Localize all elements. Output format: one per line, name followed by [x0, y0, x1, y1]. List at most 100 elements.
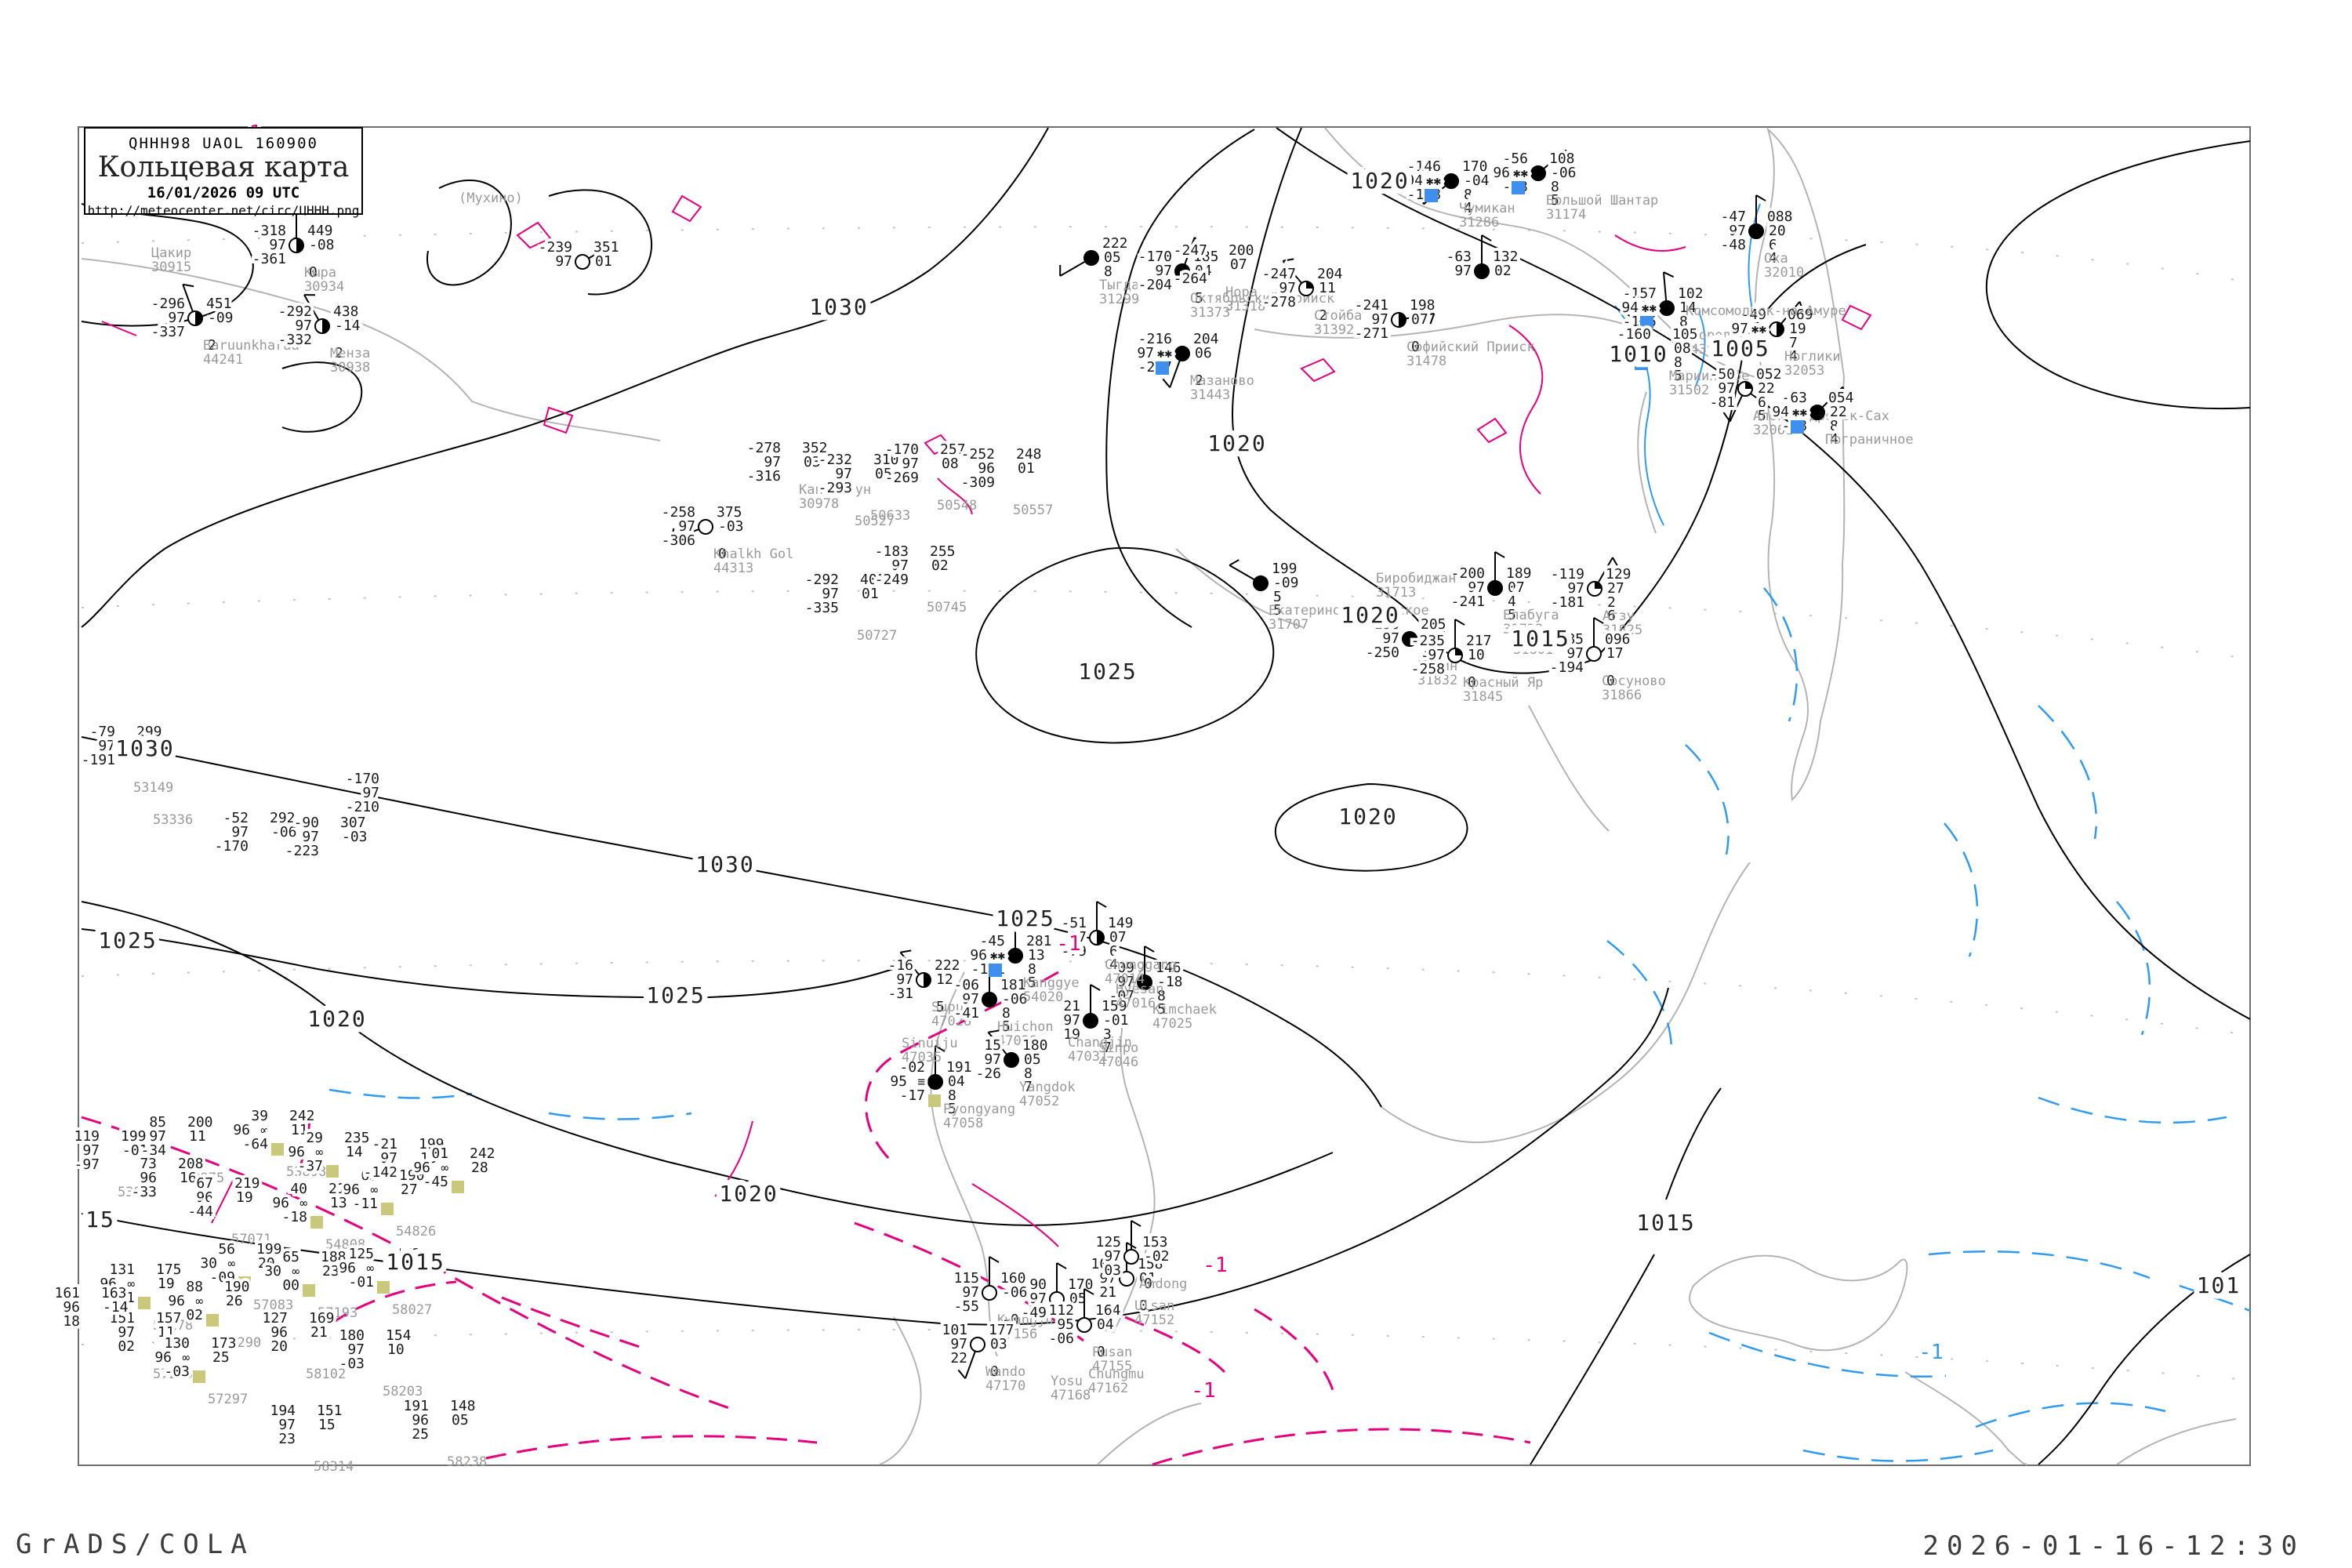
station-visibility: 96 [140, 1170, 157, 1186]
blue-dashed-line [1944, 822, 1979, 957]
station-temperature: -292 [805, 572, 839, 588]
pressure-tendency-contour [671, 194, 702, 223]
station-pressure: 352 [802, 440, 828, 456]
station-visibility: 97 [678, 518, 695, 535]
station-plot: -63✱✱94-780542284Пограничное [1769, 386, 1914, 451]
station-pressure: 052 [1756, 366, 1782, 383]
front-line [81, 1116, 739, 1413]
station-name: Октябрьский Прииск [1190, 291, 1334, 307]
pressure-tendency-contour [211, 1175, 236, 1224]
isobar-label: 1015 [386, 1249, 445, 1275]
isobar-label: 1025 [646, 982, 705, 1008]
station-dewpoint: -337 [151, 324, 185, 340]
cloud-cover-symbol [1004, 1052, 1019, 1068]
station-id: 31478 [1406, 354, 1446, 369]
station-pressure: 173 [211, 1335, 237, 1352]
station-pressure: 191 [946, 1059, 972, 1076]
station-id: 30978 [799, 496, 839, 512]
station-visibility: 96 [288, 1144, 305, 1160]
station-id: 31832 [1417, 673, 1457, 688]
blue-dashed-line [1802, 1449, 1994, 1462]
coastline [930, 971, 998, 1357]
pressure-tendency: 07 [1508, 579, 1525, 596]
cloud-cover-symbol [1748, 223, 1764, 239]
station-visibility: 97 [295, 318, 312, 334]
isobar-label: 1015 [1511, 626, 1570, 652]
station-name: Комсомольск-на-Амуре [1686, 303, 1846, 319]
map-title-box: QHHH98 UAOL 160900 Кольцевая карта 16/01… [84, 127, 363, 218]
low-cloud-code: 4 [1464, 200, 1472, 216]
isobar-label: 1025 [98, 927, 157, 953]
station-dewpoint: -332 [278, 332, 312, 348]
station-temperature: -252 [961, 446, 995, 463]
station-temperature: -49 [1740, 307, 1766, 323]
station-pressure: 219 [234, 1175, 260, 1192]
pressure-tendency: 11 [291, 1122, 308, 1138]
pressure-tendency: 27 [401, 1181, 418, 1198]
station-pressure: 208 [178, 1156, 204, 1172]
station-pressure: 177 [989, 1322, 1014, 1338]
station-pressure: 151 [317, 1403, 343, 1419]
station-dewpoint: -97 [74, 1156, 100, 1173]
cloud-cover-quarter [1595, 582, 1602, 589]
station-temperature: -170 [346, 771, 379, 787]
blue-dashed-line [1685, 744, 1730, 855]
low-cloud-code: 2 [208, 337, 216, 354]
cloud-cover-symbol [1659, 300, 1675, 316]
cloud-amount: 2 [1607, 594, 1616, 611]
station-name: Huichon [997, 1019, 1054, 1035]
cloud-amount: 8 [1028, 961, 1036, 978]
station-id: 31707 [1269, 617, 1308, 633]
station-id: 54020 [1023, 989, 1063, 1005]
station-pressure: 199 [256, 1241, 282, 1258]
station-pressure: 164 [1095, 1302, 1121, 1319]
graticule-line [81, 590, 2249, 659]
station-id: 47016 [1116, 996, 1156, 1011]
blue-dashed-line [548, 1112, 692, 1120]
station-id: 47039 [997, 1033, 1037, 1049]
low-cloud-code: 0 [1468, 674, 1476, 691]
station-id: 47168 [1051, 1388, 1091, 1403]
isobar-label: 1025 [1078, 659, 1137, 684]
station-dewpoint: -250 [1366, 644, 1399, 661]
station-visibility: 97 [1567, 580, 1584, 597]
station-id: 47035 [902, 1050, 942, 1065]
pressure-tendency: 03 [990, 1336, 1007, 1352]
cloud-amount: 3 [1103, 1026, 1112, 1043]
weather-symbol: ∞ [441, 1160, 448, 1175]
cloud-amount: 8 [1551, 179, 1559, 195]
cloud-cover-symbol [1174, 263, 1190, 279]
pressure-tendency: 27 [1607, 580, 1624, 597]
isobar-label: 1020 [1338, 804, 1397, 829]
wind-barb-tick [1162, 378, 1171, 388]
isobar-label: 1020 [1341, 602, 1399, 628]
station-name: Большой Шантар [1546, 193, 1658, 209]
river-line [1614, 305, 1664, 526]
station-id: 57297 [208, 1392, 248, 1407]
river-line [1748, 203, 1761, 314]
station-id: 47052 [1019, 1094, 1059, 1109]
station-temperature: -51 [1061, 915, 1087, 931]
station-temperature: -157 [1623, 285, 1657, 302]
cloud-cover-symbol [1123, 1249, 1139, 1265]
station-id: 57071 [231, 1232, 271, 1247]
station-id: 31439 [1675, 342, 1715, 358]
station-temperature: -160 [1617, 326, 1651, 343]
coastline [1528, 705, 1610, 832]
station-pressure: 160 [1000, 1270, 1026, 1287]
cloud-cover-symbol [1402, 631, 1417, 647]
wind-barb-tick [988, 1029, 1000, 1033]
isobar-line [426, 180, 512, 286]
station-id: 58314 [314, 1459, 354, 1475]
haze-marker [271, 1143, 284, 1156]
blue-dashed-line [2116, 901, 2151, 1036]
station-temperature: 191 [403, 1398, 429, 1414]
pressure-tendency: 04 [948, 1073, 965, 1090]
station-dewpoint: -64 [242, 1136, 268, 1152]
